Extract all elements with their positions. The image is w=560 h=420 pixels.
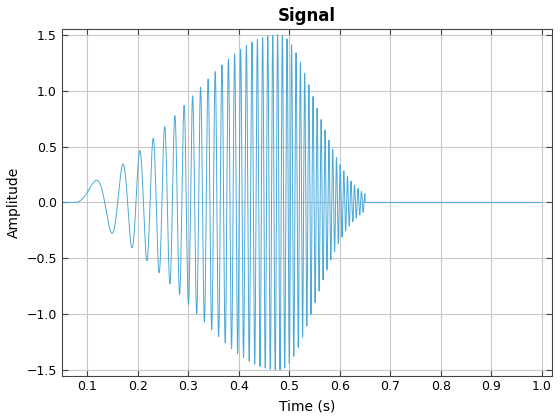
Y-axis label: Amplitude: Amplitude [7, 167, 21, 238]
X-axis label: Time (s): Time (s) [279, 399, 335, 413]
Title: Signal: Signal [278, 7, 336, 25]
